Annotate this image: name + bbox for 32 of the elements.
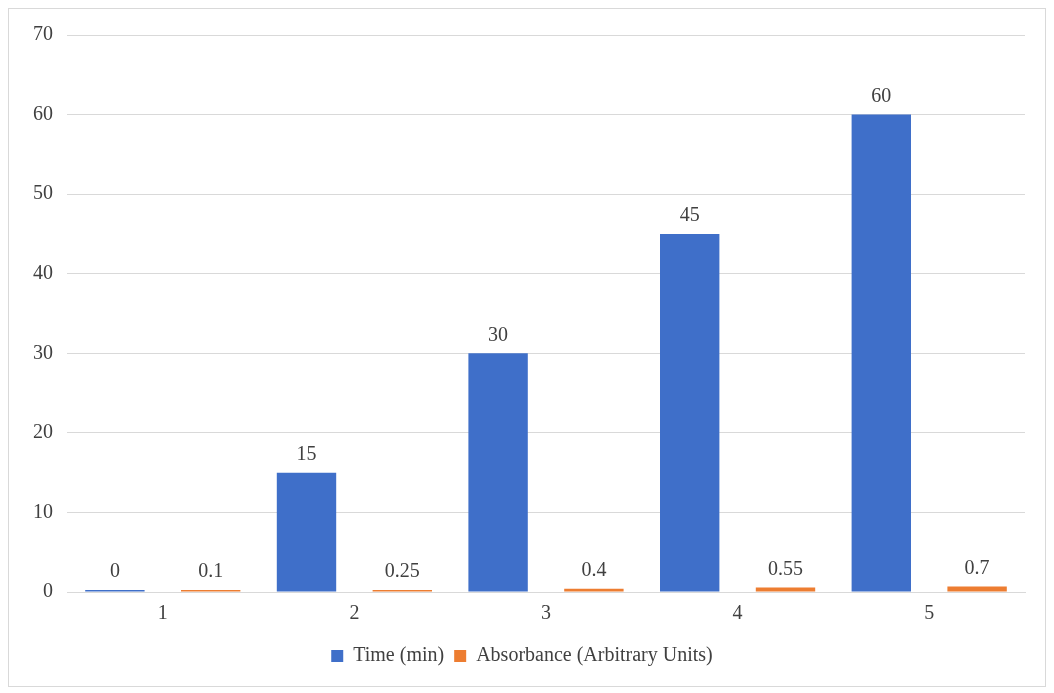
data-label: 0.55 <box>768 556 803 579</box>
y-tick-label: 70 <box>33 22 53 45</box>
data-label: 60 <box>871 83 892 106</box>
data-label: 30 <box>488 322 509 345</box>
y-tick-label: 0 <box>43 579 53 602</box>
data-label: 0.1 <box>198 559 224 582</box>
y-tick-label: 50 <box>33 181 53 204</box>
data-label: 0 <box>109 559 120 582</box>
data-label: 0.25 <box>384 559 420 582</box>
bar <box>660 233 720 592</box>
bar <box>276 472 337 592</box>
data-label: 15 <box>296 441 317 464</box>
bar <box>851 114 911 592</box>
y-tick-label: 40 <box>33 260 53 283</box>
x-tick-label: 1 <box>157 601 168 624</box>
y-tick-label: 60 <box>33 101 53 124</box>
x-tick-label: 5 <box>924 601 935 624</box>
data-label: 0.4 <box>581 558 607 581</box>
bar <box>468 353 528 592</box>
legend-label: Absorbance (Arbitrary Units) <box>476 643 713 667</box>
y-tick-label: 20 <box>33 420 53 443</box>
x-tick-label: 4 <box>732 601 743 624</box>
y-tick-label: 30 <box>33 340 53 363</box>
x-tick-label: 3 <box>541 601 551 624</box>
y-tick-label: 10 <box>33 499 53 522</box>
data-label: 0.7 <box>964 555 990 578</box>
bar <box>564 588 624 592</box>
legend-label: Time (min) <box>353 643 445 667</box>
data-label: 45 <box>679 203 700 226</box>
x-tick-label: 2 <box>349 601 360 624</box>
bar <box>755 587 816 592</box>
bar <box>947 586 1007 592</box>
